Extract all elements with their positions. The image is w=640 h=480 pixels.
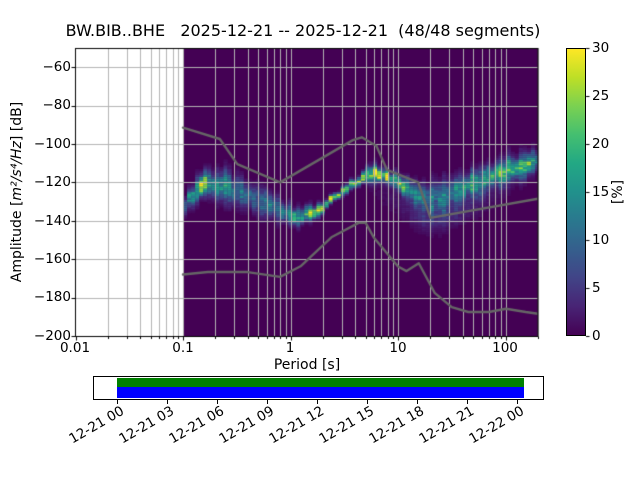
timeline-tick (217, 400, 218, 404)
colorbar-tick-label: 5 (592, 280, 601, 296)
y-tick-label: −160 (33, 251, 71, 267)
timeline-tick (117, 400, 118, 404)
timeline-tick (167, 400, 168, 404)
y-tick-label: −120 (33, 174, 71, 190)
timeline-tick (467, 400, 468, 404)
colorbar (566, 48, 586, 336)
colorbar-tick-label: 25 (592, 88, 610, 104)
timeline-psd-coverage (117, 387, 524, 398)
x-tick-label: 10 (389, 340, 407, 356)
x-tick-label: 1 (285, 340, 295, 356)
colorbar-tick-label: 10 (592, 232, 610, 248)
timeline-tick (317, 400, 318, 404)
x-tick-label: 0.01 (59, 340, 91, 356)
y-tick-label: −180 (33, 289, 71, 305)
colorbar-label: [%] (610, 179, 626, 205)
x-tick-label: 100 (492, 340, 518, 356)
x-tick-label: 0.1 (172, 340, 194, 356)
y-tick-label: −140 (33, 213, 71, 229)
colorbar-tick-label: 20 (592, 136, 610, 152)
y-tick-label: −80 (42, 97, 72, 113)
timeline-tick (417, 400, 418, 404)
colorbar-tick-label: 15 (592, 184, 610, 200)
colorbar-tick-label: 30 (592, 40, 610, 56)
timeline-tick (517, 400, 518, 404)
timeline-tick (367, 400, 368, 404)
colorbar-tick-label: 0 (592, 328, 601, 344)
x-axis-label: Period [s] (273, 357, 341, 373)
timeline-data-coverage (117, 378, 524, 387)
y-tick-label: −60 (42, 59, 72, 75)
plot-title: BW.BIB..BHE 2025-12-21 -- 2025-12-21 (48… (65, 21, 541, 40)
y-tick-label: −100 (33, 136, 71, 152)
y-tick-label: −200 (33, 328, 71, 344)
timeline-tick (267, 400, 268, 404)
